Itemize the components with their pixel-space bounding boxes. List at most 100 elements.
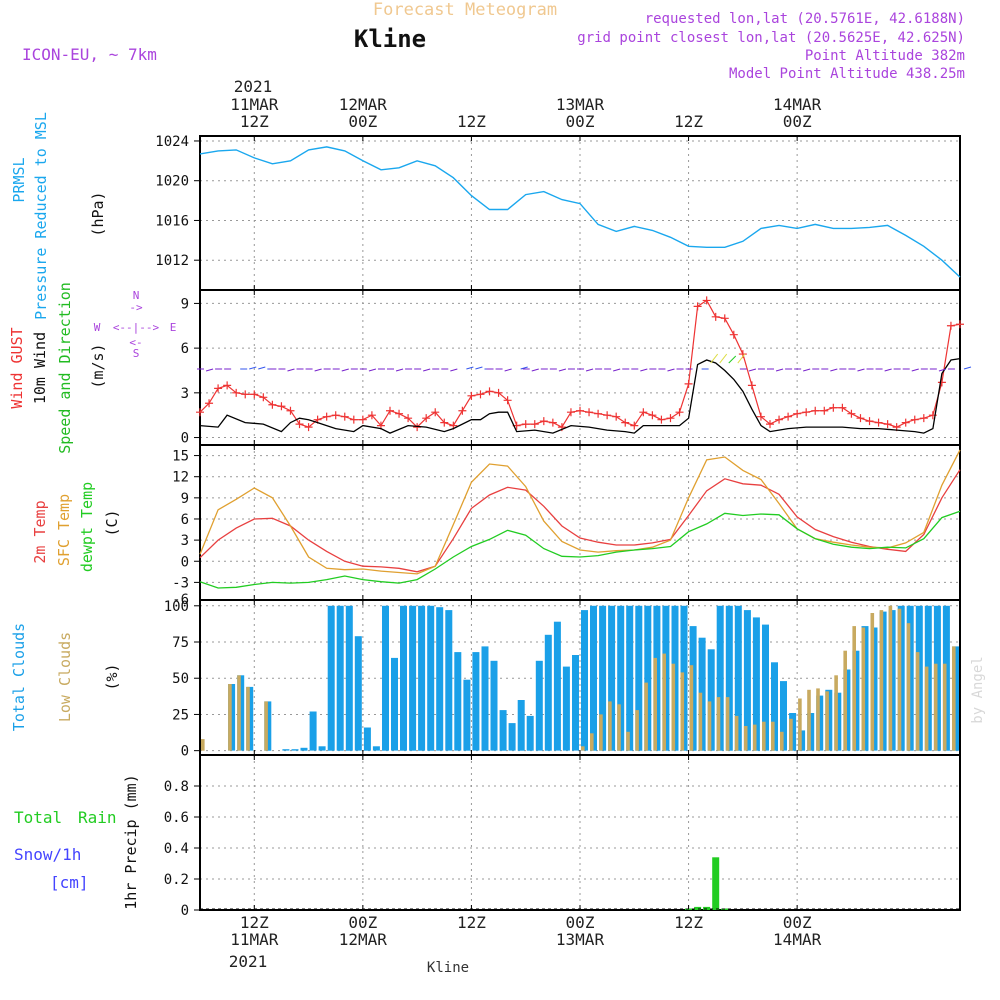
pressure-legend-line1: PRMSL (10, 157, 28, 202)
wind-direction-arrow (640, 368, 648, 372)
total-cloud-bar (581, 610, 588, 751)
wind-direction-arrow (911, 368, 919, 372)
gust-marker (937, 378, 946, 387)
low-cloud-bar (834, 675, 838, 751)
rain-bar (703, 906, 711, 910)
wind-direction-arrow (737, 353, 746, 364)
gust-marker (386, 406, 394, 415)
gust-marker (729, 330, 738, 339)
temp-sfc-line (199, 449, 961, 575)
temp-legend-sfc: SFC Temp (55, 494, 73, 566)
gust-marker (775, 415, 784, 424)
y-tick-label: 0.4 (164, 841, 189, 857)
gust-marker (521, 420, 530, 429)
wind-direction-arrow (466, 366, 474, 370)
wind-direction-arrow (585, 368, 594, 372)
low-cloud-bar (599, 714, 603, 751)
top-time-label: 00Z (566, 112, 595, 131)
bottom-time-label: 12Z (674, 913, 703, 932)
clouds-unit: (%) (103, 663, 121, 690)
gust-marker (467, 391, 476, 400)
gust-marker (657, 415, 666, 424)
top-time-label: 13MAR (556, 95, 605, 114)
gust-marker (820, 406, 829, 415)
gust-marker (205, 399, 214, 408)
bottom-year-label: 2021 (229, 952, 268, 971)
gust-marker (901, 418, 910, 427)
clouds-legend: Total Clouds Low Clouds (%) (10, 623, 121, 731)
gust-marker (946, 321, 955, 330)
low-cloud-bar (825, 691, 829, 751)
total-cloud-bar (345, 605, 353, 751)
compass-south: S (133, 347, 140, 360)
total-cloud-bar (599, 605, 607, 751)
gust-marker (431, 408, 440, 417)
gust-marker (856, 414, 865, 423)
gust-marker (811, 406, 820, 415)
clouds-legend-total: Total Clouds (10, 623, 28, 731)
gridpoint-location: grid point closest lon,lat (20.5625E, 42… (577, 30, 965, 46)
top-time-label: 14MAR (773, 95, 822, 114)
low-cloud-bar (671, 663, 676, 751)
total-cloud-bar (644, 605, 652, 751)
wind-direction-arrow (857, 368, 865, 372)
wind-direction-arrow (728, 355, 737, 364)
model-label: ICON-EU, ~ 7km (22, 45, 157, 64)
bottom-time-label: 00Z (566, 913, 595, 932)
gust-marker (621, 418, 630, 427)
gust-marker (766, 420, 774, 429)
bottom-time-label: 12Z (240, 913, 269, 932)
low-cloud-bar (906, 623, 911, 751)
precip-legend-cm: [cm] (50, 873, 89, 892)
top-time-label: 12Z (240, 112, 269, 131)
gust-marker (485, 387, 494, 396)
gust-marker (847, 409, 856, 418)
gust-marker (196, 408, 204, 417)
total-cloud-bar (608, 605, 616, 751)
gust-marker (802, 408, 811, 417)
temperature-panel: -3 0 3 6 9 12 15 -6 (172, 444, 961, 608)
gust-marker (919, 414, 928, 423)
y-tick-label: 0 (181, 744, 189, 760)
wind-legend: Wind GUST 10m Wind Speed and Direction (… (8, 282, 176, 454)
low-cloud-bar (228, 684, 232, 751)
y-tick-label: 0 (181, 554, 189, 570)
bottom-time-label: 12Z (457, 913, 486, 932)
gust-marker (349, 415, 358, 424)
top-time-label: 11MAR (230, 95, 279, 114)
y-tick-label: 50 (172, 671, 189, 687)
low-cloud-bar (644, 682, 648, 751)
low-cloud-bar (680, 672, 685, 751)
wind-direction-arrow (775, 368, 784, 372)
low-cloud-bar (617, 704, 621, 751)
total-cloud-bar (553, 621, 561, 751)
gust-marker (576, 406, 584, 415)
temp-dewpt-line (199, 510, 961, 589)
top-time-label: 12Z (457, 112, 486, 131)
wind-legend-gust: Wind GUST (8, 327, 26, 408)
wind-direction-arrow (504, 368, 512, 372)
y-tick-label: 6 (181, 512, 189, 528)
wind-direction-arrow (520, 366, 528, 370)
gust-marker (530, 420, 539, 429)
gust-marker (747, 381, 756, 390)
total-cloud-bar (372, 746, 380, 751)
gust-marker (612, 412, 621, 421)
gust-marker (793, 409, 802, 418)
total-cloud-bar (391, 657, 398, 751)
gust-marker (232, 388, 241, 397)
wind-direction-arrow (963, 366, 972, 370)
total-cloud-bar (590, 605, 597, 751)
panel-frame (199, 444, 961, 601)
total-cloud-bar (743, 610, 751, 751)
gust-marker (566, 408, 575, 417)
total-cloud-bar (336, 605, 344, 751)
y-tick-label: -3 (172, 575, 189, 591)
low-cloud-bar (843, 650, 847, 751)
total-cloud-bar (544, 634, 552, 751)
wind-direction-arrow (475, 366, 483, 370)
total-cloud-bar (354, 636, 362, 751)
bottom-time-label: 14MAR (773, 930, 822, 949)
low-cloud-bar (662, 653, 666, 751)
compass-north: N (133, 289, 140, 302)
